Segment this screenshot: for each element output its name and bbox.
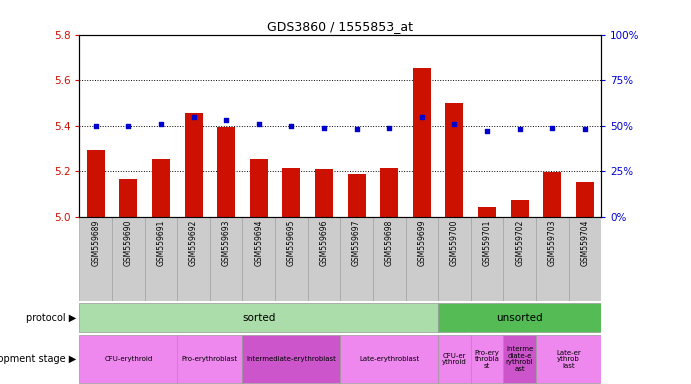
FancyBboxPatch shape [569,217,601,301]
Text: development stage ▶: development stage ▶ [0,354,76,364]
Text: GSM559692: GSM559692 [189,220,198,266]
Text: GSM559703: GSM559703 [548,220,557,266]
FancyBboxPatch shape [210,217,243,301]
Point [547,124,558,131]
Text: GSM559694: GSM559694 [254,220,263,266]
FancyBboxPatch shape [503,335,536,383]
Point [286,123,297,129]
Point [416,114,427,120]
Point [482,128,493,134]
Text: GSM559699: GSM559699 [417,220,426,266]
Text: GSM559704: GSM559704 [580,220,589,266]
Point [91,123,102,129]
FancyBboxPatch shape [340,335,438,383]
FancyBboxPatch shape [144,217,178,301]
Bar [413,68,430,217]
FancyBboxPatch shape [275,217,307,301]
Bar [283,168,301,217]
Bar [380,168,398,217]
FancyBboxPatch shape [373,217,406,301]
FancyBboxPatch shape [406,217,438,301]
Point [351,126,362,132]
Point [123,123,134,129]
FancyBboxPatch shape [536,217,569,301]
Text: GSM559702: GSM559702 [515,220,524,266]
Text: protocol ▶: protocol ▶ [26,313,76,323]
Title: GDS3860 / 1555853_at: GDS3860 / 1555853_at [267,20,413,33]
FancyBboxPatch shape [243,217,275,301]
Bar [315,169,333,217]
Point [319,124,330,131]
Text: Late-er
ythrob
last: Late-er ythrob last [556,349,581,369]
FancyBboxPatch shape [438,303,601,333]
Point [155,121,167,127]
Text: sorted: sorted [242,313,276,323]
Bar [250,159,268,217]
Bar [152,159,170,217]
FancyBboxPatch shape [178,335,243,383]
Point [220,117,231,123]
Text: GSM559691: GSM559691 [156,220,165,266]
Text: Interme
diate-e
rythrobl
ast: Interme diate-e rythrobl ast [506,346,533,372]
Bar [348,174,366,217]
Point [188,114,199,120]
Bar [120,179,138,217]
Bar [543,172,561,217]
Text: Pro-erythroblast: Pro-erythroblast [182,356,238,362]
Point [449,121,460,127]
FancyBboxPatch shape [178,217,210,301]
Text: GSM559698: GSM559698 [385,220,394,266]
FancyBboxPatch shape [503,217,536,301]
FancyBboxPatch shape [438,217,471,301]
Point [254,121,265,127]
FancyBboxPatch shape [536,335,601,383]
Bar [217,127,235,217]
Text: GSM559690: GSM559690 [124,220,133,266]
Text: Pro-ery
throbla
st: Pro-ery throbla st [475,349,500,369]
FancyBboxPatch shape [243,335,340,383]
Point [384,124,395,131]
Text: CFU-er
ythroid: CFU-er ythroid [442,353,467,365]
Text: GSM559689: GSM559689 [91,220,100,266]
FancyBboxPatch shape [112,217,144,301]
Text: GSM559695: GSM559695 [287,220,296,266]
Point [514,126,525,132]
Text: Intermediate-erythroblast: Intermediate-erythroblast [247,356,337,362]
Point [579,126,590,132]
Text: GSM559696: GSM559696 [319,220,328,266]
FancyBboxPatch shape [79,303,438,333]
FancyBboxPatch shape [79,217,112,301]
FancyBboxPatch shape [307,217,340,301]
Text: Late-erythroblast: Late-erythroblast [359,356,419,362]
Bar [184,113,202,217]
Bar [87,150,105,217]
Bar [511,200,529,217]
FancyBboxPatch shape [471,217,503,301]
FancyBboxPatch shape [340,217,373,301]
Bar [478,207,496,217]
FancyBboxPatch shape [471,335,503,383]
FancyBboxPatch shape [438,335,471,383]
Text: GSM559697: GSM559697 [352,220,361,266]
Text: GSM559700: GSM559700 [450,220,459,266]
Bar [576,182,594,217]
Text: GSM559693: GSM559693 [222,220,231,266]
Bar [446,103,464,217]
FancyBboxPatch shape [79,335,178,383]
Text: GSM559701: GSM559701 [482,220,491,266]
Text: unsorted: unsorted [496,313,543,323]
Text: CFU-erythroid: CFU-erythroid [104,356,153,362]
